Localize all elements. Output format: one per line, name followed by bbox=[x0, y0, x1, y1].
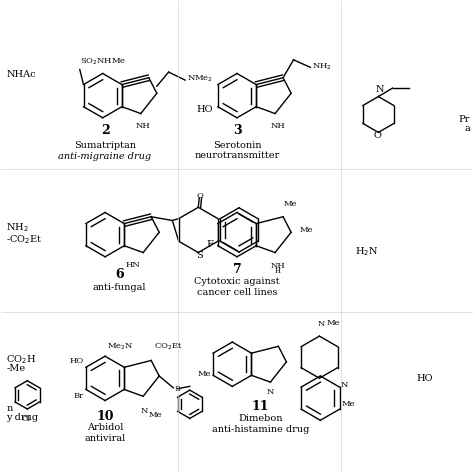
Text: HO: HO bbox=[197, 105, 213, 114]
Text: Serotonin: Serotonin bbox=[213, 141, 261, 150]
Text: Me: Me bbox=[284, 200, 298, 208]
Text: NMe$_2$: NMe$_2$ bbox=[187, 74, 214, 84]
Text: Pr: Pr bbox=[459, 115, 470, 124]
Text: anti-migraine drug: anti-migraine drug bbox=[58, 153, 152, 161]
Text: NH$_2$: NH$_2$ bbox=[312, 61, 332, 72]
Text: HO: HO bbox=[69, 357, 83, 365]
Text: 6: 6 bbox=[115, 268, 124, 281]
Text: -Me: -Me bbox=[6, 365, 25, 374]
Text: 7: 7 bbox=[233, 264, 241, 276]
Text: a: a bbox=[465, 124, 470, 133]
Text: Me$_2$N: Me$_2$N bbox=[108, 341, 134, 352]
Text: neurotransmitter: neurotransmitter bbox=[194, 152, 280, 161]
Text: HO: HO bbox=[416, 374, 433, 383]
Text: -CO$_2$Et: -CO$_2$Et bbox=[6, 233, 43, 246]
Text: H: H bbox=[274, 267, 281, 275]
Text: Br: Br bbox=[73, 392, 83, 400]
Text: O: O bbox=[373, 131, 381, 140]
Text: Dimebon: Dimebon bbox=[238, 414, 283, 423]
Text: Arbidol: Arbidol bbox=[87, 423, 123, 432]
Text: Me: Me bbox=[327, 319, 340, 327]
Text: S: S bbox=[174, 385, 180, 393]
Text: CO$_2$Et: CO$_2$Et bbox=[154, 341, 182, 352]
Text: 10: 10 bbox=[96, 410, 114, 422]
Text: N: N bbox=[317, 319, 325, 328]
Text: CO$_2$H: CO$_2$H bbox=[6, 353, 36, 366]
Text: antiviral: antiviral bbox=[84, 434, 126, 443]
Text: 11: 11 bbox=[252, 400, 269, 413]
Text: 3: 3 bbox=[233, 125, 241, 137]
Text: Cl: Cl bbox=[21, 415, 30, 423]
Text: NH: NH bbox=[270, 122, 285, 130]
Text: Me: Me bbox=[300, 226, 313, 234]
Text: y drug: y drug bbox=[6, 413, 38, 422]
Text: Sumatriptan: Sumatriptan bbox=[74, 141, 136, 150]
Text: NHAc: NHAc bbox=[6, 70, 36, 79]
Text: SO$_2$NHMe: SO$_2$NHMe bbox=[80, 57, 126, 67]
Text: n: n bbox=[6, 404, 12, 413]
Text: cancer cell lines: cancer cell lines bbox=[197, 288, 277, 297]
Text: anti-fungal: anti-fungal bbox=[92, 283, 146, 292]
Text: S: S bbox=[196, 251, 202, 260]
Text: N: N bbox=[140, 407, 148, 415]
Text: Me: Me bbox=[197, 370, 211, 378]
Text: 2: 2 bbox=[100, 125, 109, 137]
Text: F: F bbox=[206, 240, 213, 249]
Text: HN: HN bbox=[126, 261, 140, 269]
Text: N: N bbox=[267, 388, 274, 396]
Text: Me: Me bbox=[149, 411, 162, 419]
Text: Cytotoxic against: Cytotoxic against bbox=[194, 277, 280, 286]
Text: NH: NH bbox=[136, 122, 151, 130]
Text: NH$_2$: NH$_2$ bbox=[6, 221, 29, 234]
Text: O: O bbox=[196, 192, 203, 200]
Text: N: N bbox=[341, 381, 348, 389]
Text: NH: NH bbox=[270, 262, 285, 270]
Text: anti-histamine drug: anti-histamine drug bbox=[212, 425, 309, 434]
Text: H$_2$N: H$_2$N bbox=[355, 245, 378, 257]
Text: Me: Me bbox=[342, 401, 356, 409]
Text: N: N bbox=[375, 85, 384, 94]
